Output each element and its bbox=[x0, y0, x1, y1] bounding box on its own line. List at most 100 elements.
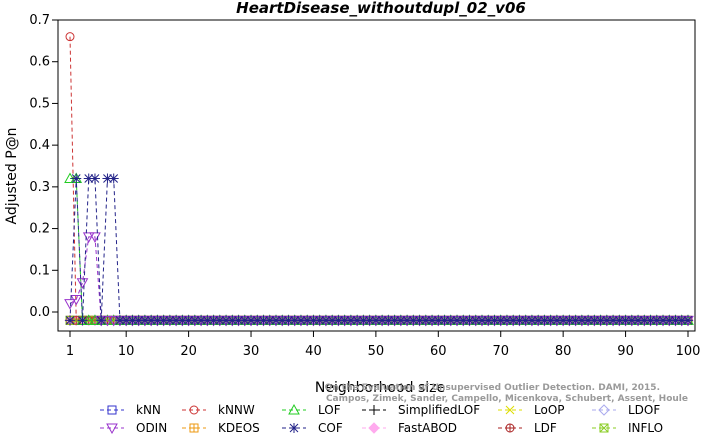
point-odin bbox=[76, 278, 89, 289]
x-tick-label: 100 bbox=[676, 344, 701, 359]
point-cof bbox=[127, 315, 138, 326]
series-line-lof bbox=[70, 178, 688, 321]
legend-item-knnw: kNNW bbox=[182, 403, 255, 417]
y-tick-label: 0.4 bbox=[29, 138, 50, 153]
legend-label: kNNW bbox=[218, 403, 255, 417]
y-tick-label: 0.6 bbox=[29, 55, 50, 70]
y-axis: 0.0 0.1 0.2 0.3 0.4 0.5 0.6 0.7 bbox=[29, 13, 58, 320]
legend-marker bbox=[505, 405, 515, 415]
y-tick-label: 0.3 bbox=[29, 180, 50, 195]
series-line-cof bbox=[69, 178, 688, 321]
legend-item-simplifiedlof: SimplifiedLOF bbox=[362, 403, 480, 417]
y-tick-label: 0.1 bbox=[29, 263, 50, 278]
x-axis-title: Neighborhood size bbox=[315, 380, 445, 396]
point-cof bbox=[108, 173, 119, 184]
point-cof bbox=[651, 315, 662, 326]
point-cof bbox=[171, 315, 182, 326]
plot-frame bbox=[57, 19, 696, 332]
legend-marker bbox=[189, 423, 199, 433]
point-cof bbox=[102, 173, 113, 184]
point-cof bbox=[252, 315, 263, 326]
legend-item-loop: LoOP bbox=[498, 403, 565, 417]
point-cof bbox=[146, 315, 157, 326]
x-tick-label: 90 bbox=[617, 344, 634, 359]
legend-label: LOF bbox=[318, 403, 341, 417]
series-line-knnw bbox=[69, 36, 688, 321]
legend-label: COF bbox=[318, 421, 343, 434]
legend-marker bbox=[505, 423, 515, 433]
legend-marker bbox=[598, 404, 610, 416]
legend: kNN kNNW LOF SimplifiedLOF LoOP LDOF ODIN KDEOS… bbox=[100, 403, 663, 434]
point-cof bbox=[402, 315, 413, 326]
point-cof bbox=[65, 315, 75, 326]
legend-marker bbox=[599, 423, 609, 433]
legend-marker bbox=[106, 423, 118, 434]
legend-marker bbox=[289, 423, 299, 433]
y-tick-label: 0.0 bbox=[29, 305, 50, 320]
legend-item-cof: COF bbox=[282, 421, 343, 434]
legend-label: ODIN bbox=[136, 421, 167, 434]
point-cof bbox=[395, 315, 406, 326]
x-tick-label: 1 bbox=[66, 344, 74, 359]
point-cof bbox=[364, 315, 375, 326]
point-odin bbox=[70, 294, 83, 306]
legend-item-ldof: LDOF bbox=[592, 403, 660, 417]
legend-label: LDF bbox=[534, 421, 557, 434]
point-cof bbox=[214, 315, 225, 326]
legend-item-inflo: INFLO bbox=[592, 421, 663, 434]
point-cof bbox=[458, 315, 469, 326]
point-cof bbox=[358, 315, 369, 326]
credit-line-1: Campos, Zimek, Sander, Campello, Micenko… bbox=[326, 394, 688, 404]
series-lof bbox=[64, 172, 694, 325]
x-tick-label: 30 bbox=[243, 344, 260, 359]
x-tick-label: 60 bbox=[430, 344, 447, 359]
point-cof bbox=[433, 315, 444, 326]
point-cof bbox=[233, 315, 244, 326]
legend-label: LoOP bbox=[534, 403, 565, 417]
point-cof bbox=[576, 315, 587, 326]
series-cof bbox=[65, 173, 693, 326]
credit-line-2: On the Evaluation of Unsupervised Outlie… bbox=[325, 383, 660, 393]
x-tick-label: 70 bbox=[492, 344, 509, 359]
point-cof bbox=[420, 315, 431, 326]
legend-label: INFLO bbox=[628, 421, 663, 434]
legend-item-fastabod: FastABOD bbox=[362, 421, 457, 434]
legend-label: FastABOD bbox=[398, 421, 457, 434]
x-tick-label: 50 bbox=[368, 344, 385, 359]
legend-item-lof: LOF bbox=[282, 403, 341, 417]
point-cof bbox=[289, 315, 300, 326]
legend-marker bbox=[288, 403, 300, 415]
point-cof bbox=[514, 315, 525, 326]
legend-marker bbox=[107, 405, 117, 415]
point-cof bbox=[539, 315, 550, 326]
point-cof bbox=[89, 173, 100, 184]
point-cof bbox=[658, 315, 669, 326]
point-cof bbox=[96, 315, 107, 326]
point-odin bbox=[64, 299, 76, 310]
point-cof bbox=[683, 315, 693, 326]
x-axis: 1 10 20 30 40 50 60 70 80 90 100 bbox=[66, 331, 701, 359]
point-cof bbox=[239, 315, 250, 326]
x-tick-label: 20 bbox=[180, 344, 197, 359]
legend-marker bbox=[368, 422, 380, 434]
legend-item-odin: ODIN bbox=[100, 421, 167, 434]
legend-marker bbox=[189, 405, 199, 415]
x-tick-label: 10 bbox=[118, 344, 135, 359]
point-cof bbox=[77, 315, 88, 326]
point-cof bbox=[676, 315, 687, 326]
point-cof bbox=[445, 315, 456, 326]
legend-label: KDEOS bbox=[218, 421, 260, 434]
legend-marker bbox=[369, 405, 379, 415]
legend-item-kdeos: KDEOS bbox=[182, 421, 260, 434]
x-tick-label: 80 bbox=[555, 344, 572, 359]
point-cof bbox=[158, 315, 169, 326]
legend-label: kNN bbox=[136, 403, 161, 417]
point-cof bbox=[664, 315, 675, 326]
legend-label: LDOF bbox=[628, 403, 660, 417]
point-cof bbox=[558, 315, 569, 326]
point-cof bbox=[452, 315, 463, 326]
point-cof bbox=[470, 315, 481, 326]
y-axis-title: Adjusted P@n bbox=[4, 127, 20, 224]
series-knnw bbox=[65, 32, 693, 325]
